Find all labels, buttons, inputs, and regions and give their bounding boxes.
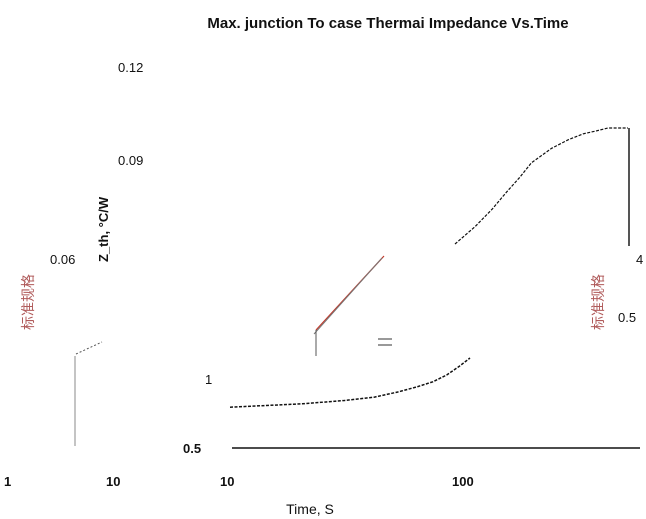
chart-title: Max. junction To case Thermai Impedance … xyxy=(207,15,568,32)
x-tick-label-4: 100 xyxy=(452,474,474,489)
y-tick-label-4: 1 xyxy=(205,372,212,387)
side-label-left: 标准规格 xyxy=(20,274,36,330)
side-label-right: 标准规格 xyxy=(590,274,606,330)
y-tick-label-3: 0.06 xyxy=(50,252,75,267)
x-axis-label: Time, S xyxy=(286,501,334,517)
series-curve-upper xyxy=(454,127,628,245)
x-tick-label-2: 10 xyxy=(106,474,120,489)
y-axis-label: Z_th, °C/W xyxy=(96,196,111,262)
x-tick-label-1: 1 xyxy=(4,474,11,489)
y-tick-label-5: 0.5 xyxy=(183,441,201,456)
series-curve-lower xyxy=(229,357,471,408)
left-dashed-fragment xyxy=(75,341,103,355)
right-tick-label-1: 4 xyxy=(636,252,643,267)
y-tick-label-2: 0.09 xyxy=(118,153,143,168)
gray-segment xyxy=(313,257,383,335)
right-tick-label-2: 0.5 xyxy=(618,310,636,325)
y-tick-label-1: 0.12 xyxy=(118,60,143,75)
x-tick-label-3: 10 xyxy=(220,474,234,489)
